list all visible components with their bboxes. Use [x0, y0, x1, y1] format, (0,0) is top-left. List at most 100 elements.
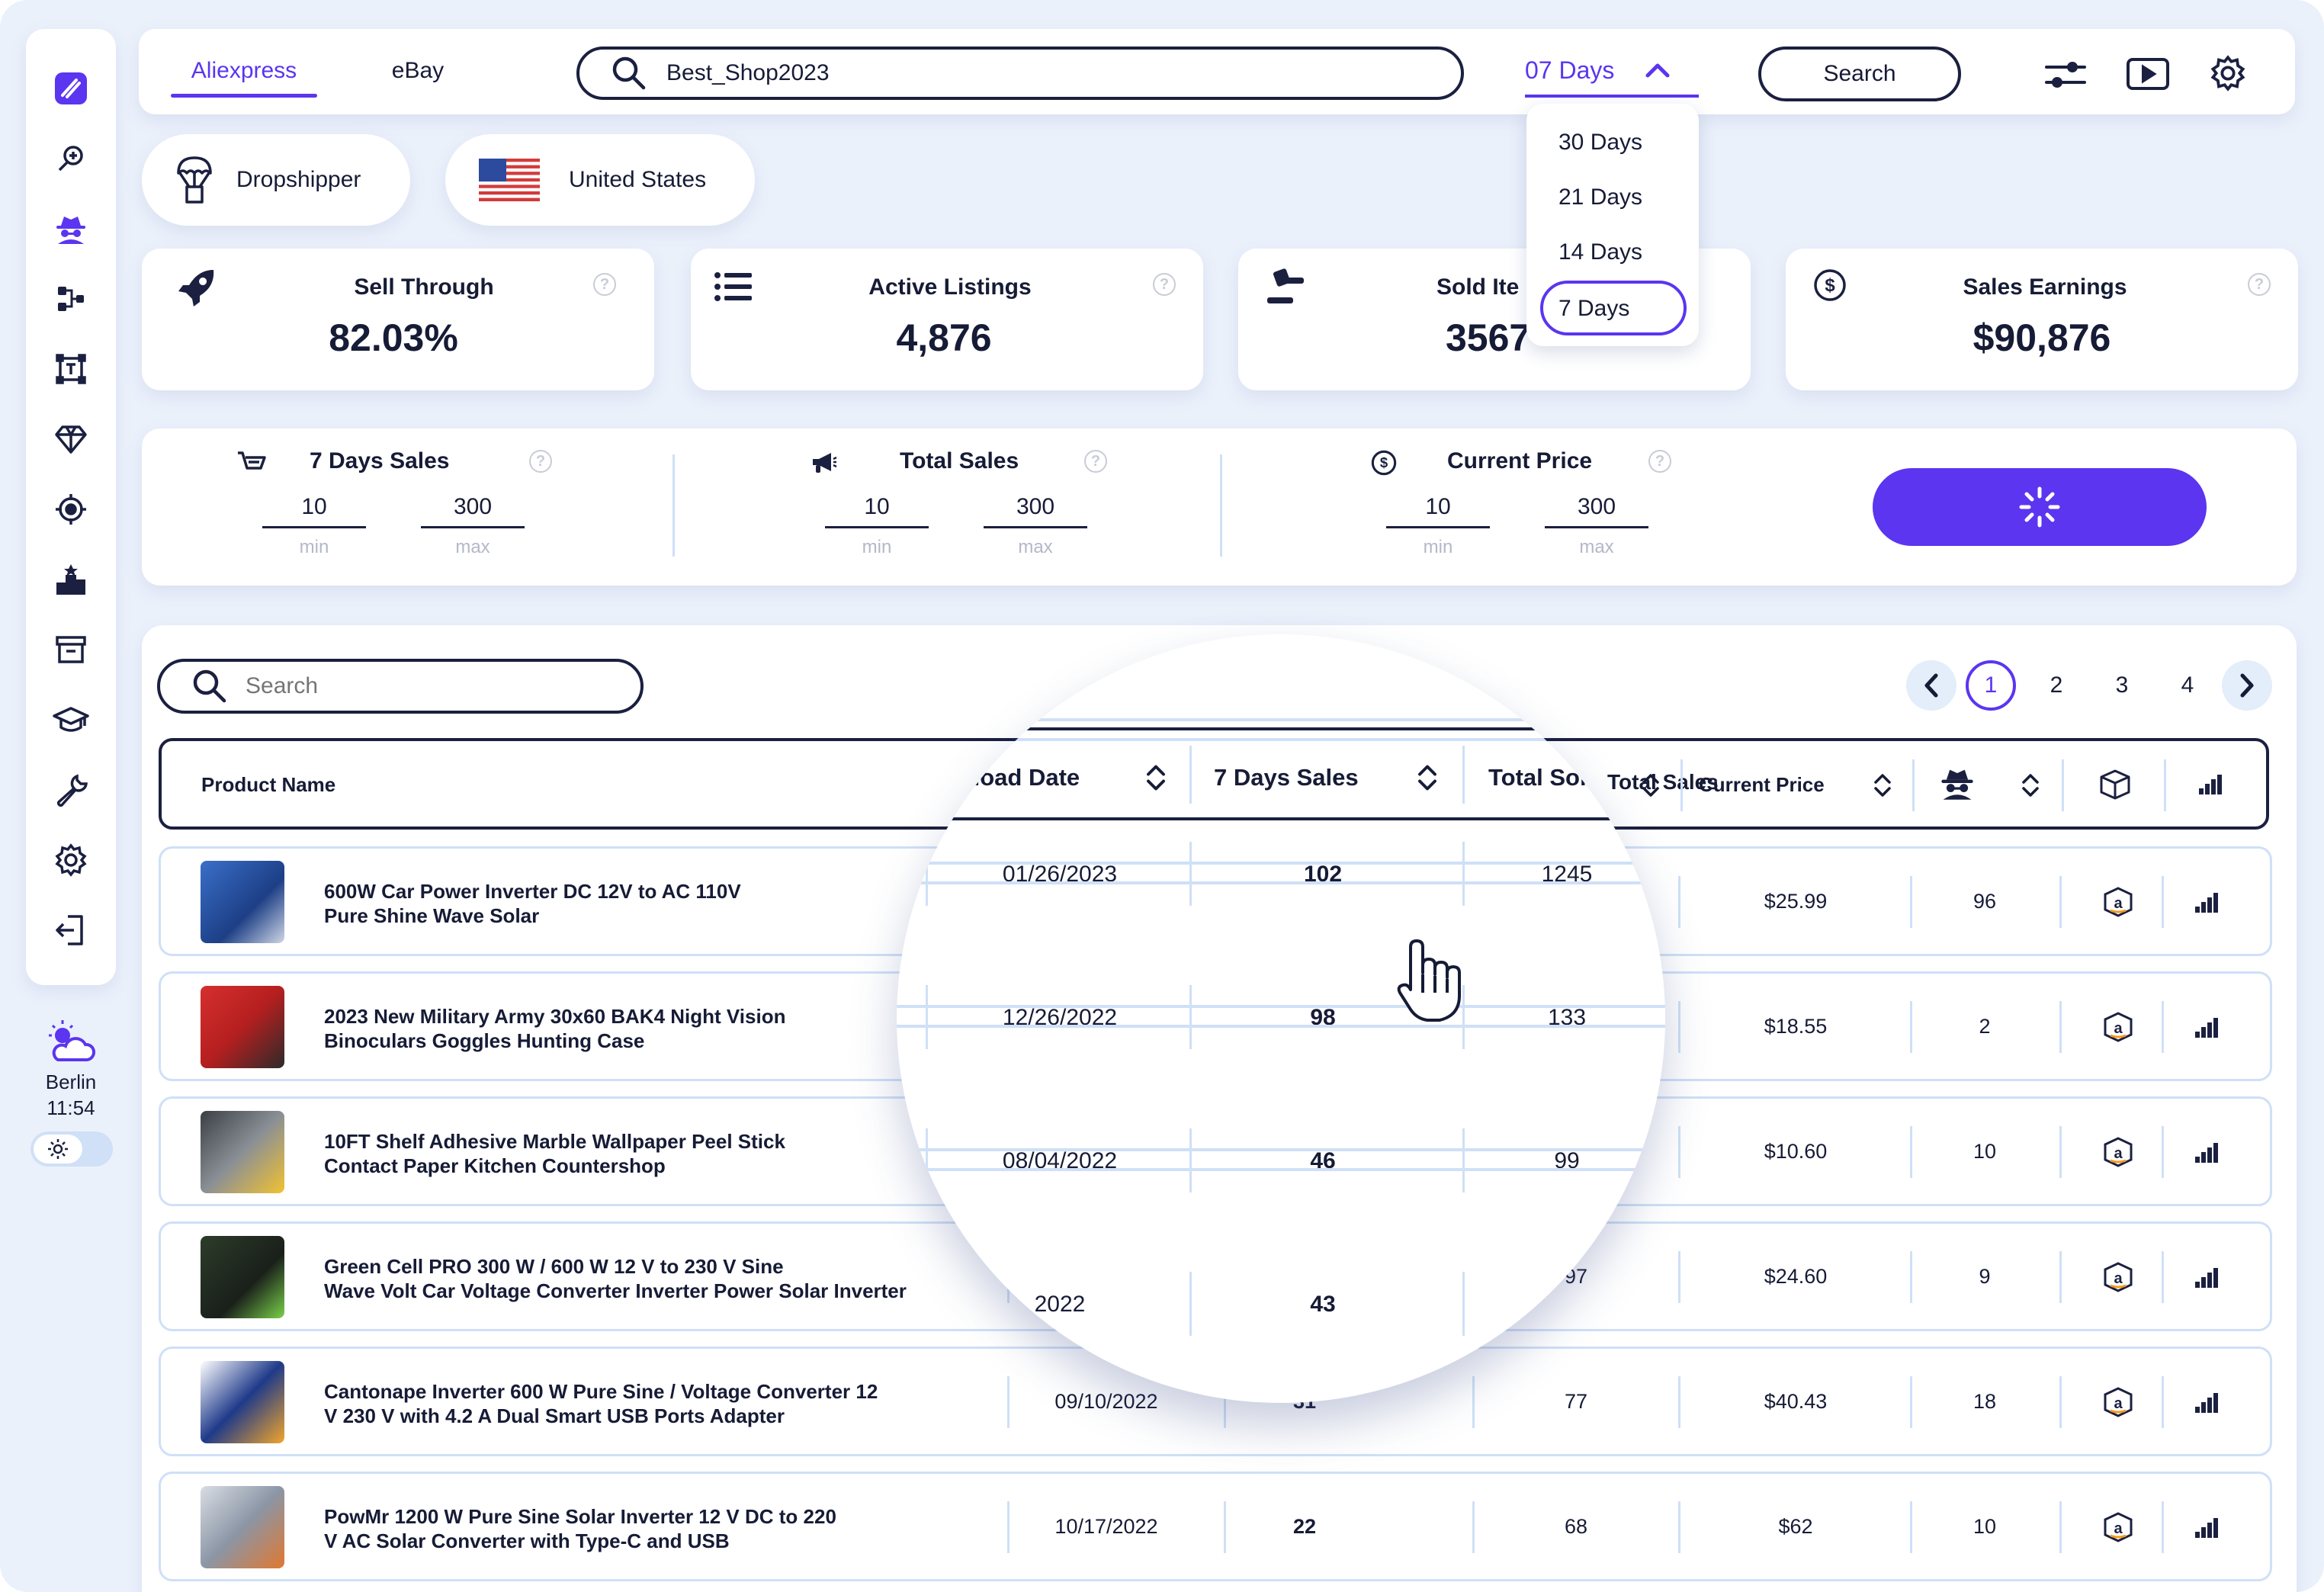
period-dropdown[interactable]: 07 Days	[1525, 46, 1699, 98]
logout-icon[interactable]	[40, 900, 101, 961]
search-plus-icon[interactable]	[40, 128, 101, 189]
svg-text:a: a	[2114, 1395, 2123, 1412]
role-chip[interactable]: Dropshipper	[142, 134, 410, 226]
us-flag-icon	[479, 159, 540, 201]
period-option-14[interactable]: 14 Days	[1558, 239, 1643, 265]
page-button-1[interactable]: 1	[1966, 660, 2016, 711]
theme-toggle[interactable]	[30, 1131, 113, 1167]
settings-icon[interactable]	[2210, 55, 2246, 91]
wrench-icon[interactable]	[40, 759, 101, 820]
spy-icon[interactable]	[1938, 766, 1976, 801]
tab-ebay[interactable]: eBay	[368, 58, 468, 98]
sort-icon[interactable]	[1641, 772, 1661, 799]
amazon-box-icon[interactable]: a	[2101, 885, 2136, 919]
signal-bars-icon[interactable]	[2194, 1141, 2220, 1163]
filter-max-input[interactable]: 300	[1545, 494, 1648, 528]
amazon-box-icon[interactable]: a	[2101, 1260, 2136, 1294]
product-thumbnail	[201, 1486, 284, 1568]
svg-text:$: $	[1380, 454, 1388, 470]
signal-bars-icon[interactable]	[2194, 1016, 2220, 1038]
sort-icon[interactable]	[1415, 762, 1440, 793]
signal-bars-icon[interactable]	[2194, 1517, 2220, 1538]
column-total-sales-zoomed[interactable]: Total Soı	[1488, 764, 1587, 791]
competitors-count: 96	[1973, 890, 1997, 913]
package-icon[interactable]	[2098, 769, 2132, 801]
help-icon[interactable]: ?	[1084, 450, 1107, 473]
help-icon[interactable]: ?	[2248, 273, 2271, 296]
product-name[interactable]: Cantonape Inverter 600 W Pure Sine / Vol…	[324, 1379, 878, 1428]
filter-min-label: min	[862, 537, 892, 557]
upload-date: 10/17/2022	[1054, 1515, 1158, 1538]
amazon-box-icon[interactable]: a	[2101, 1135, 2136, 1169]
column-product-name[interactable]: Product Name	[201, 773, 336, 796]
amazon-box-icon[interactable]: a	[2101, 1385, 2136, 1419]
current-price: $62	[1778, 1515, 1813, 1538]
period-option-30[interactable]: 30 Days	[1558, 130, 1643, 155]
current-price: $40.43	[1764, 1390, 1828, 1413]
product-name-line2: Pure Shine Wave Solar	[324, 904, 540, 927]
sort-icon[interactable]	[1144, 762, 1168, 793]
help-icon[interactable]: ?	[593, 273, 616, 296]
diamond-icon[interactable]	[40, 409, 101, 470]
amazon-box-icon[interactable]: a	[2101, 1510, 2136, 1544]
column-current-price[interactable]: Current Price	[1699, 773, 1825, 796]
help-icon[interactable]: ?	[1153, 273, 1176, 296]
filter-min-input[interactable]: 10	[262, 494, 366, 528]
filter-min-input[interactable]: 10	[1386, 494, 1490, 528]
search-button[interactable]: Search	[1758, 47, 1961, 101]
page-button-2[interactable]: 2	[2050, 672, 2063, 698]
product-name-line2: Wave Volt Car Voltage Converter Inverter…	[324, 1279, 907, 1302]
country-chip[interactable]: United States	[445, 134, 755, 226]
period-option-21[interactable]: 21 Days	[1558, 185, 1643, 210]
page-button-3[interactable]: 3	[2115, 672, 2129, 698]
signal-bars-icon[interactable]	[2197, 773, 2223, 794]
help-icon[interactable]: ?	[529, 450, 552, 473]
target-icon[interactable]	[40, 479, 101, 540]
table-search-input[interactable]	[246, 673, 566, 699]
column-total-sales[interactable]: Total Sales	[1607, 770, 1719, 794]
sort-icon[interactable]	[1873, 772, 1892, 799]
next-page-button[interactable]	[2222, 660, 2272, 711]
table-row[interactable]: PowMr 1200 W Pure Sine Solar Inverter 12…	[159, 1472, 2272, 1581]
tab-aliexpress[interactable]: Aliexpress	[171, 58, 317, 98]
column-7-days-sales[interactable]: 7 Days Sales	[1214, 764, 1359, 791]
text-frame-icon[interactable]	[40, 339, 101, 400]
filter-max-input[interactable]: 300	[984, 494, 1087, 528]
apply-filters-button[interactable]	[1873, 468, 2207, 546]
product-name-line1: PowMr 1200 W Pure Sine Solar Inverter 12…	[324, 1505, 836, 1528]
settings-gear-icon[interactable]	[40, 830, 101, 891]
store-search-box[interactable]: Best_Shop2023	[576, 47, 1464, 100]
table-search-box[interactable]	[157, 659, 644, 714]
product-name[interactable]: 10FT Shelf Adhesive Marble Wallpaper Pee…	[324, 1129, 785, 1178]
product-name[interactable]: Green Cell PRO 300 W / 600 W 12 V to 230…	[324, 1254, 907, 1303]
help-icon[interactable]: ?	[1648, 450, 1671, 473]
sidebar	[26, 29, 116, 985]
product-name[interactable]: 2023 New Military Army 30x60 BAK4 Night …	[324, 1004, 785, 1053]
filters-sliders-icon[interactable]	[2043, 59, 2088, 90]
video-play-icon[interactable]	[2126, 56, 2170, 91]
product-name-line2: Binoculars Goggles Hunting Case	[324, 1029, 645, 1052]
product-name[interactable]: 600W Car Power Inverter DC 12V to AC 110…	[324, 879, 741, 928]
filter-min-input[interactable]: 10	[825, 494, 929, 528]
column-upload-date[interactable]: ıload Date	[967, 764, 1080, 791]
archive-icon[interactable]	[40, 619, 101, 680]
signal-bars-icon[interactable]	[2194, 1266, 2220, 1288]
filter-max-input[interactable]: 300	[421, 494, 525, 528]
app-logo-icon[interactable]	[40, 58, 101, 119]
prev-page-button[interactable]	[1906, 660, 1956, 711]
graduation-cap-icon[interactable]	[40, 689, 101, 750]
spy-icon[interactable]	[40, 198, 101, 259]
product-name[interactable]: PowMr 1200 W Pure Sine Solar Inverter 12…	[324, 1504, 836, 1553]
chevron-up-icon	[1645, 63, 1670, 78]
period-option-7[interactable]: 7 Days	[1540, 281, 1687, 335]
signal-bars-icon[interactable]	[2194, 1391, 2220, 1413]
podium-icon[interactable]	[40, 549, 101, 610]
sort-icon[interactable]	[2021, 772, 2040, 799]
amazon-box-icon[interactable]: a	[2101, 1010, 2136, 1044]
page-button-4[interactable]: 4	[2181, 672, 2194, 698]
competitors-count: 10	[1973, 1140, 1997, 1163]
signal-bars-icon[interactable]	[2194, 891, 2220, 913]
flow-icon[interactable]	[40, 268, 101, 329]
stat-value: 82.03%	[329, 316, 458, 359]
